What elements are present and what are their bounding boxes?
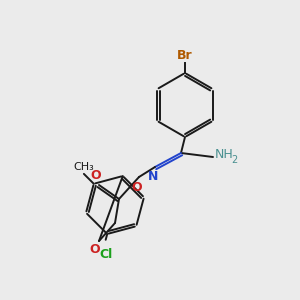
Text: O: O — [91, 169, 101, 182]
Text: N: N — [148, 170, 158, 183]
Text: CH₃: CH₃ — [74, 162, 94, 172]
Text: Cl: Cl — [99, 248, 112, 261]
Text: NH: NH — [215, 148, 234, 161]
Text: O: O — [90, 243, 100, 256]
Text: 2: 2 — [231, 155, 237, 165]
Text: Br: Br — [177, 49, 193, 62]
Text: O: O — [132, 181, 142, 194]
